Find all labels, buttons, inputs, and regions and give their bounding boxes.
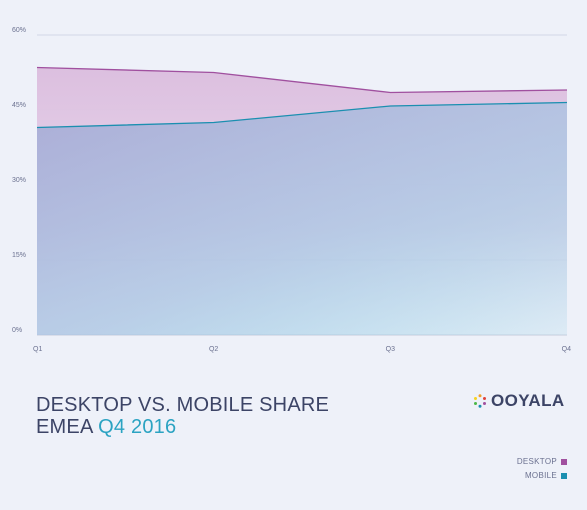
legend-item-mobile: MOBILE bbox=[517, 469, 567, 483]
legend-swatch-mobile bbox=[561, 473, 567, 479]
legend-label-desktop: DESKTOP bbox=[516, 457, 557, 466]
x-tick-label: Q2 bbox=[209, 346, 218, 353]
ooyala-dots-icon bbox=[474, 394, 486, 408]
logo-text: OOYALA bbox=[491, 391, 565, 410]
y-tick-label: 30% bbox=[12, 177, 26, 184]
line-desktop bbox=[36, 66, 568, 94]
y-tick-label: 0% bbox=[12, 327, 22, 334]
legend: DESKTOP MOBILE bbox=[517, 455, 567, 483]
area-mobile bbox=[37, 102, 567, 335]
legend-item-desktop: DESKTOP bbox=[517, 455, 567, 469]
legend-swatch-desktop bbox=[561, 459, 567, 465]
line-mobile bbox=[36, 101, 568, 129]
y-tick-label: 45% bbox=[12, 102, 26, 109]
legend-label-mobile: MOBILE bbox=[524, 471, 557, 480]
ooyala-logo: OOYALA bbox=[473, 391, 565, 411]
title-region: EMEA bbox=[36, 416, 93, 438]
area-chart: 0% 15% 30% 45% 60% Q1 Q2 Q3 Q4 bbox=[12, 27, 571, 353]
y-tick-label: 60% bbox=[12, 27, 26, 34]
title-period: Q4 2016 bbox=[98, 416, 177, 438]
x-tick-label: Q1 bbox=[33, 346, 42, 353]
title-line-2: EMEA Q4 2016 bbox=[36, 416, 329, 438]
title-line-1: DESKTOP VS. MOBILE SHARE bbox=[36, 394, 330, 416]
x-tick-label: Q4 bbox=[562, 346, 571, 353]
chart-title: DESKTOP VS. MOBILE SHARE EMEA Q4 2016 bbox=[36, 394, 329, 438]
x-tick-label: Q3 bbox=[386, 346, 395, 353]
y-tick-label: 15% bbox=[12, 252, 26, 259]
